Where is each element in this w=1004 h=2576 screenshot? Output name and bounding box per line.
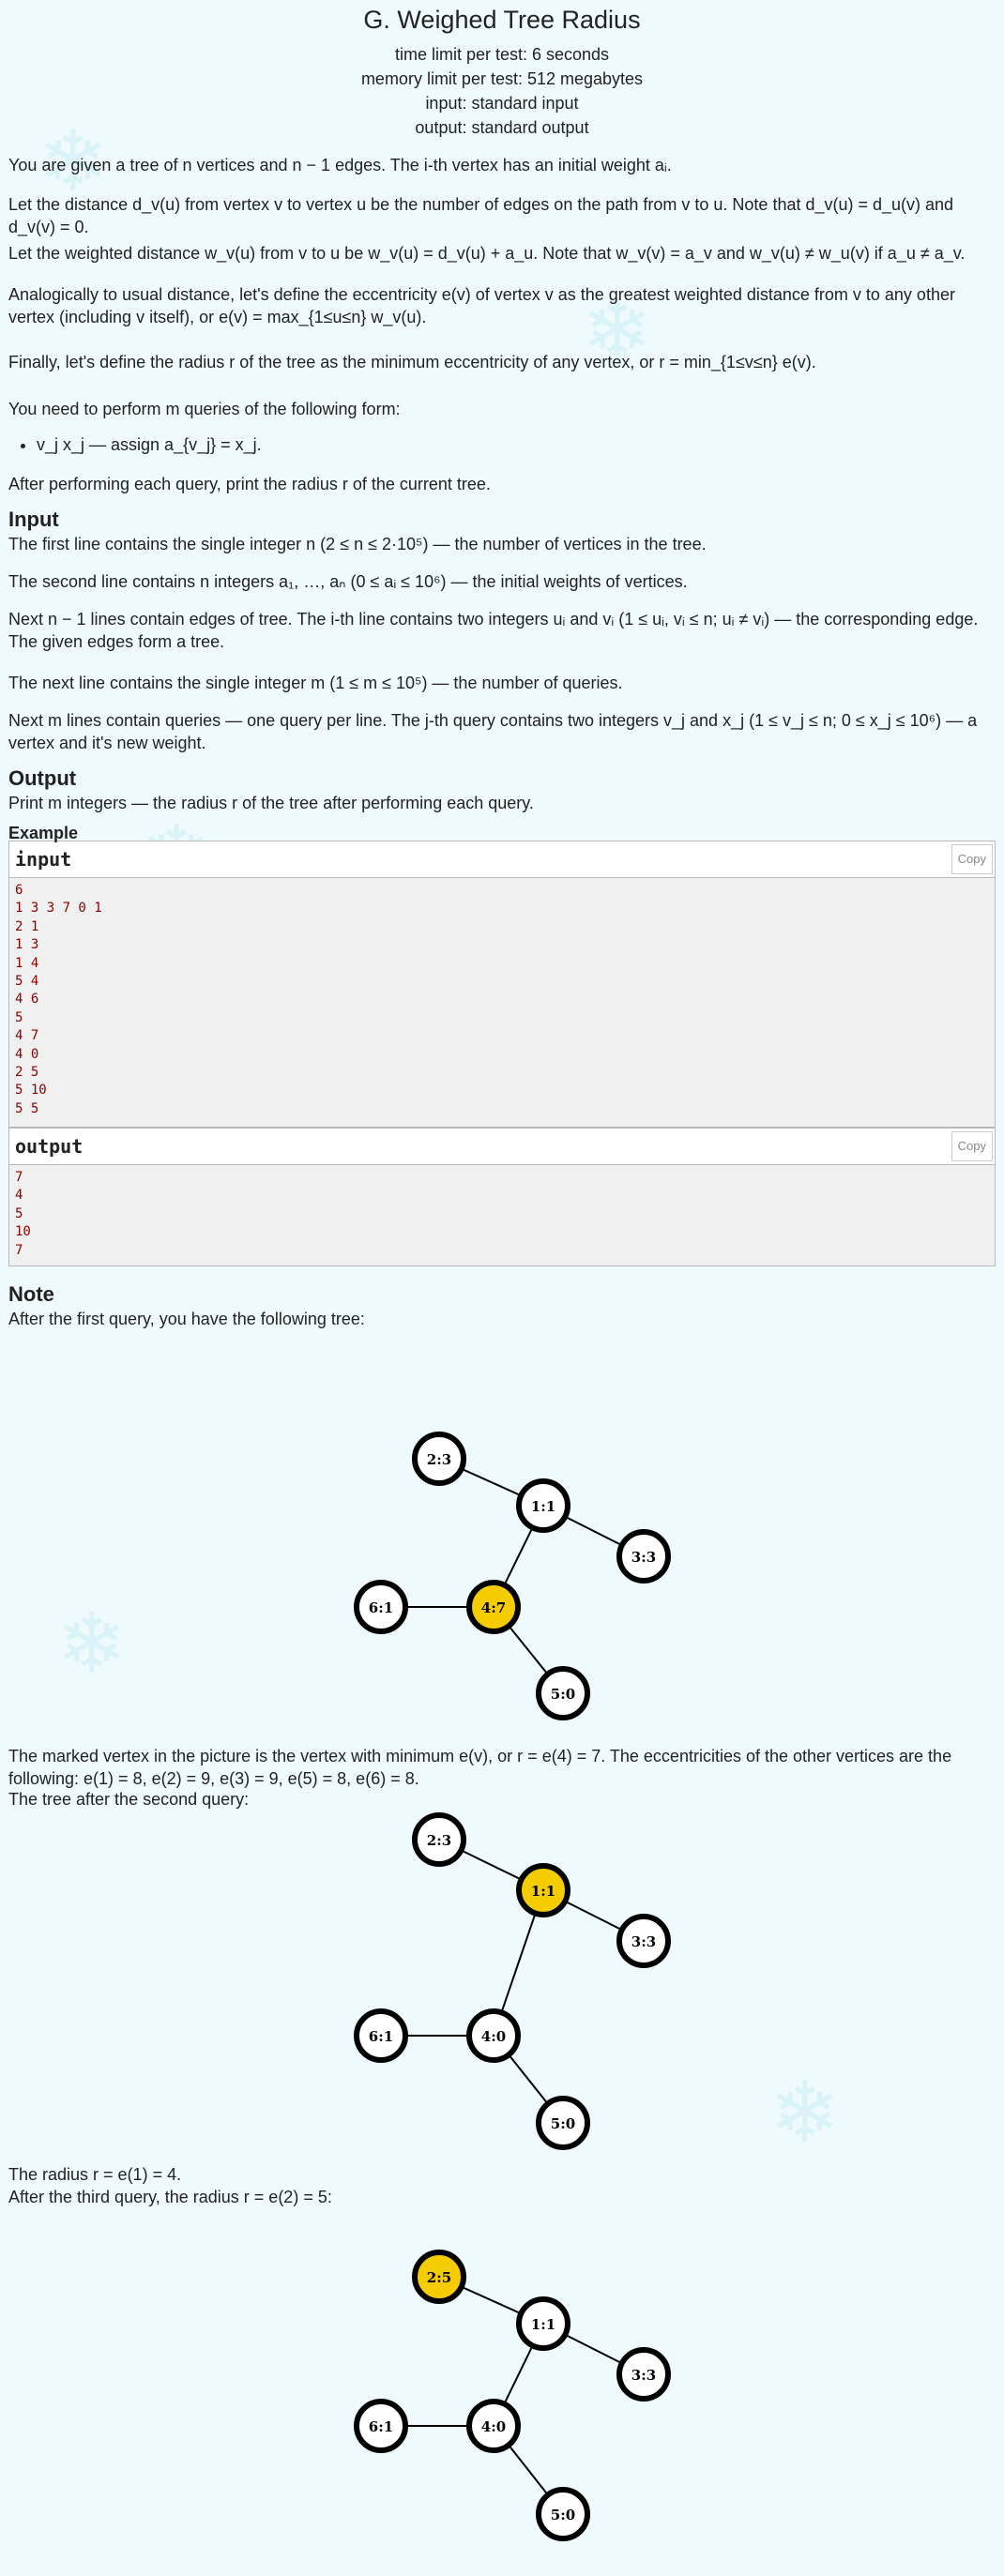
node-3: 3:3 (616, 1914, 671, 1968)
problem-statement: You are given a tree of n vertices and n… (0, 154, 1004, 1330)
sample-input-text: 6 1 3 3 7 0 1 2 1 1 3 1 4 5 4 4 6 5 4 7 … (15, 883, 102, 1116)
input-paragraph: Next m lines contain queries — one query… (8, 711, 978, 752)
tree-diagram-3: 2:5 1:1 3:3 6:1 4:0 5:0 (354, 2250, 671, 2541)
sample-input-header: input Copy (9, 841, 995, 878)
note-paragraph: The tree after the second query: (8, 1790, 250, 1809)
node-4: 4:0 (466, 2399, 521, 2453)
node-label: 6:1 (369, 2418, 393, 2435)
note-title: Note (8, 1282, 54, 1306)
statement-paragraph: Let the distance d_v(u) from vertex v to… (8, 195, 954, 236)
node-3: 3:3 (616, 2347, 671, 2402)
sample-output-label: output (15, 1135, 84, 1158)
input-paragraph: The second line contains n integers a₁, … (8, 572, 688, 591)
node-4: 4:0 (466, 2008, 521, 2063)
node-label: 2:3 (427, 1832, 451, 1849)
statement-paragraph: After performing each query, print the r… (8, 475, 491, 493)
output-paragraph: Print m integers — the radius r of the t… (8, 794, 534, 812)
tree-edges (381, 1839, 645, 2124)
node-5: 5:0 (536, 2487, 590, 2541)
statement-paragraph: Finally, let's define the radius r of th… (8, 353, 816, 371)
input-paragraph: The first line contains the single integ… (8, 535, 707, 553)
input-paragraph: Next n − 1 lines contain edges of tree. … (8, 610, 979, 651)
output-title: Output (8, 766, 77, 790)
node-label: 4:0 (481, 2418, 506, 2435)
node-label: 6:1 (369, 2028, 393, 2045)
tree-edges (381, 2276, 645, 2515)
query-item: v_j x_j — assign a_{v_j} = x_j. (37, 433, 996, 456)
node-6: 6:1 (354, 2399, 408, 2453)
note-paragraph: After the third query, the radius r = e(… (8, 2188, 332, 2206)
memory-limit: memory limit per test: 512 megabytes (360, 69, 644, 88)
note-paragraph: The marked vertex in the picture is the … (8, 1747, 952, 1788)
sample-output-text: 7 4 5 10 7 (15, 1170, 31, 1258)
copy-input-button[interactable]: Copy (951, 844, 993, 874)
statement-paragraph: Analogically to usual distance, let's de… (8, 285, 955, 326)
sample-output-header: output Copy (9, 1129, 995, 1165)
statement-paragraph: You are given a tree of n vertices and n… (8, 156, 672, 174)
input-title: Input (8, 508, 59, 531)
node-1: 1:1 (516, 1478, 570, 1533)
node-5: 5:0 (536, 2096, 590, 2150)
node-label: 3:3 (631, 1549, 656, 1566)
statement-paragraph: You need to perform m queries of the fol… (8, 400, 401, 418)
copy-output-button[interactable]: Copy (951, 1131, 993, 1161)
example-title: Example (8, 824, 79, 842)
node-2-highlighted: 2:5 (412, 2250, 466, 2304)
sample-output: output Copy 7 4 5 10 7 (8, 1128, 996, 1266)
node-label: 5:0 (551, 2507, 575, 2523)
node-label: 5:0 (551, 1686, 575, 1703)
tree-diagram-1: 2:3 1:1 3:3 6:1 4:7 5:0 (354, 1432, 671, 1720)
node-label: 4:7 (481, 1599, 506, 1616)
node-label: 1:1 (531, 2316, 555, 2333)
note-paragraph: After the first query, you have the foll… (8, 1310, 365, 1328)
node-label: 3:3 (631, 2367, 656, 2384)
node-label: 1:1 (531, 1883, 555, 1900)
sample-input-label: input (15, 848, 72, 871)
node-label: 6:1 (369, 1599, 393, 1616)
node-label: 2:3 (427, 1451, 451, 1468)
query-list: v_j x_j — assign a_{v_j} = x_j. (8, 433, 996, 473)
output-type: output: standard output (415, 118, 589, 137)
node-1-highlighted: 1:1 (516, 1863, 570, 1917)
problem-header: G. Weighed Tree Radius time limit per te… (0, 0, 1004, 154)
node-2: 2:3 (412, 1812, 466, 1867)
node-6: 6:1 (354, 2008, 408, 2063)
note-paragraph: The radius r = e(1) = 4. (8, 2165, 182, 2184)
node-label: 4:0 (481, 2028, 506, 2045)
node-label: 2:5 (427, 2269, 451, 2286)
node-1: 1:1 (516, 2296, 570, 2351)
node-label: 5:0 (551, 2115, 575, 2132)
node-label: 1:1 (531, 1498, 555, 1515)
node-3: 3:3 (616, 1529, 671, 1583)
input-paragraph: The next line contains the single intege… (8, 674, 623, 692)
node-5: 5:0 (536, 1666, 590, 1720)
note-middle: The marked vertex in the picture is the … (0, 1745, 1004, 1811)
node-6: 6:1 (354, 1580, 408, 1634)
node-2: 2:3 (412, 1432, 466, 1486)
statement-paragraph: Let the weighted distance w_v(u) from v … (8, 244, 966, 263)
node-4-highlighted: 4:7 (466, 1580, 521, 1634)
node-label: 3:3 (631, 1933, 656, 1950)
time-limit: time limit per test: 6 seconds (394, 45, 610, 64)
input-type: input: standard input (425, 94, 579, 113)
sample-input: input Copy 6 1 3 3 7 0 1 2 1 1 3 1 4 5 4… (8, 841, 996, 1128)
tree-edges (381, 1458, 645, 1694)
problem-title: G. Weighed Tree Radius (363, 6, 641, 34)
tree-diagram-2: 2:3 1:1 3:3 6:1 4:0 5:0 (354, 1812, 671, 2150)
note-bottom: The radius r = e(1) = 4. After the third… (0, 2163, 1004, 2208)
